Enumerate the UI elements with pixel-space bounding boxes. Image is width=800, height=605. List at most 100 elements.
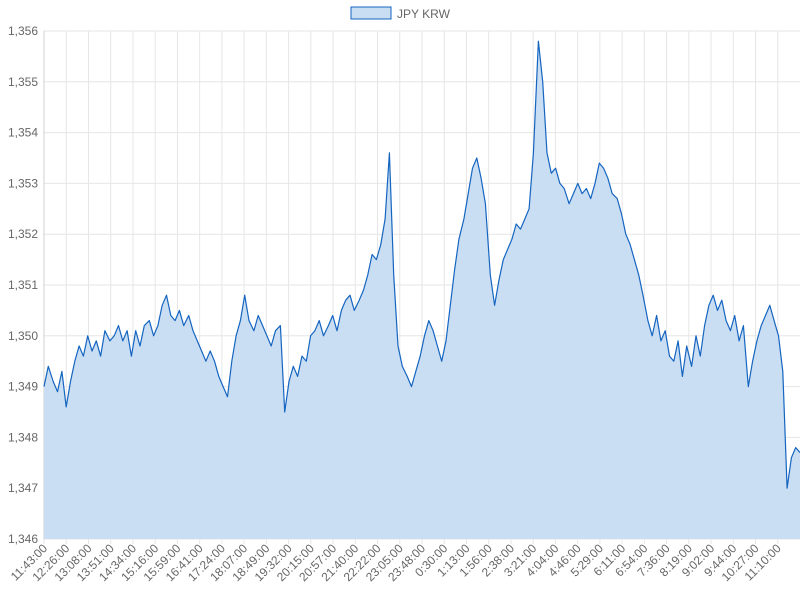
- data-point[interactable]: [172, 318, 178, 324]
- data-point[interactable]: [133, 328, 139, 334]
- data-point[interactable]: [727, 328, 733, 334]
- data-point[interactable]: [159, 302, 165, 308]
- data-point[interactable]: [588, 196, 594, 202]
- data-point[interactable]: [59, 368, 65, 374]
- data-point[interactable]: [351, 307, 357, 313]
- data-point[interactable]: [242, 292, 248, 298]
- data-point[interactable]: [203, 358, 209, 364]
- data-point[interactable]: [409, 384, 415, 390]
- data-point[interactable]: [750, 358, 756, 364]
- data-point[interactable]: [715, 307, 721, 313]
- data-point[interactable]: [237, 318, 243, 324]
- data-point[interactable]: [373, 257, 379, 263]
- data-point[interactable]: [505, 246, 511, 252]
- data-point[interactable]: [509, 236, 515, 242]
- data-point[interactable]: [675, 338, 681, 344]
- data-point[interactable]: [124, 328, 130, 334]
- data-point[interactable]: [570, 191, 576, 197]
- data-point[interactable]: [426, 318, 432, 324]
- data-point[interactable]: [85, 333, 91, 339]
- data-point[interactable]: [308, 333, 314, 339]
- data-point[interactable]: [513, 221, 519, 227]
- data-point[interactable]: [378, 241, 384, 247]
- data-point[interactable]: [330, 313, 336, 319]
- data-point[interactable]: [561, 186, 567, 192]
- data-point[interactable]: [220, 384, 226, 390]
- data-point[interactable]: [601, 165, 607, 171]
- data-point[interactable]: [343, 297, 349, 303]
- data-point[interactable]: [702, 323, 708, 329]
- data-point[interactable]: [395, 343, 401, 349]
- data-point[interactable]: [631, 257, 637, 263]
- data-point[interactable]: [316, 318, 322, 324]
- data-point[interactable]: [273, 328, 279, 334]
- data-point[interactable]: [740, 323, 746, 329]
- data-point[interactable]: [107, 338, 113, 344]
- data-point[interactable]: [609, 191, 615, 197]
- data-point[interactable]: [334, 328, 340, 334]
- data-point[interactable]: [719, 297, 725, 303]
- data-point[interactable]: [596, 160, 602, 166]
- data-point[interactable]: [758, 323, 764, 329]
- data-point[interactable]: [382, 216, 388, 222]
- data-point[interactable]: [212, 358, 218, 364]
- data-point[interactable]: [553, 165, 559, 171]
- data-point[interactable]: [72, 358, 78, 364]
- data-point[interactable]: [636, 272, 642, 278]
- data-point[interactable]: [251, 328, 257, 334]
- data-point[interactable]: [89, 348, 95, 354]
- data-point[interactable]: [194, 338, 200, 344]
- data-point[interactable]: [128, 353, 134, 359]
- data-point[interactable]: [413, 368, 419, 374]
- data-point[interactable]: [295, 373, 301, 379]
- data-point[interactable]: [583, 186, 589, 192]
- data-point[interactable]: [478, 175, 484, 181]
- data-point[interactable]: [771, 318, 777, 324]
- data-point[interactable]: [689, 363, 695, 369]
- data-point[interactable]: [697, 353, 703, 359]
- data-point[interactable]: [474, 155, 480, 161]
- series-line[interactable]: [43, 40, 800, 489]
- data-point[interactable]: [465, 191, 471, 197]
- data-point[interactable]: [216, 373, 222, 379]
- data-point[interactable]: [312, 328, 318, 334]
- data-point[interactable]: [321, 333, 327, 339]
- data-point[interactable]: [723, 318, 729, 324]
- data-point[interactable]: [282, 409, 288, 415]
- data-point[interactable]: [645, 318, 651, 324]
- data-point[interactable]: [299, 353, 305, 359]
- data-point[interactable]: [404, 373, 410, 379]
- data-point[interactable]: [417, 353, 423, 359]
- data-point[interactable]: [176, 307, 182, 313]
- data-point[interactable]: [80, 353, 86, 359]
- data-point[interactable]: [338, 307, 344, 313]
- data-point[interactable]: [155, 323, 161, 329]
- data-point[interactable]: [784, 485, 790, 491]
- data-point[interactable]: [255, 313, 261, 319]
- data-point[interactable]: [290, 363, 296, 369]
- legend-swatch[interactable]: [350, 6, 392, 20]
- data-point[interactable]: [361, 287, 367, 293]
- data-point[interactable]: [50, 379, 56, 385]
- data-point[interactable]: [767, 302, 773, 308]
- data-point[interactable]: [146, 318, 152, 324]
- data-point[interactable]: [518, 226, 524, 232]
- data-point[interactable]: [522, 216, 528, 222]
- data-point[interactable]: [575, 180, 581, 186]
- data-point[interactable]: [325, 323, 331, 329]
- data-point[interactable]: [776, 333, 782, 339]
- data-point[interactable]: [452, 267, 458, 273]
- data-point[interactable]: [55, 389, 61, 395]
- data-point[interactable]: [246, 318, 252, 324]
- data-point[interactable]: [614, 196, 620, 202]
- data-point[interactable]: [151, 333, 157, 339]
- data-point[interactable]: [605, 175, 611, 181]
- data-point[interactable]: [793, 445, 799, 451]
- data-point[interactable]: [654, 313, 660, 319]
- data-point[interactable]: [456, 236, 462, 242]
- data-point[interactable]: [487, 272, 493, 278]
- data-point[interactable]: [788, 455, 794, 461]
- data-point[interactable]: [658, 338, 664, 344]
- data-point[interactable]: [447, 302, 453, 308]
- data-point[interactable]: [399, 363, 405, 369]
